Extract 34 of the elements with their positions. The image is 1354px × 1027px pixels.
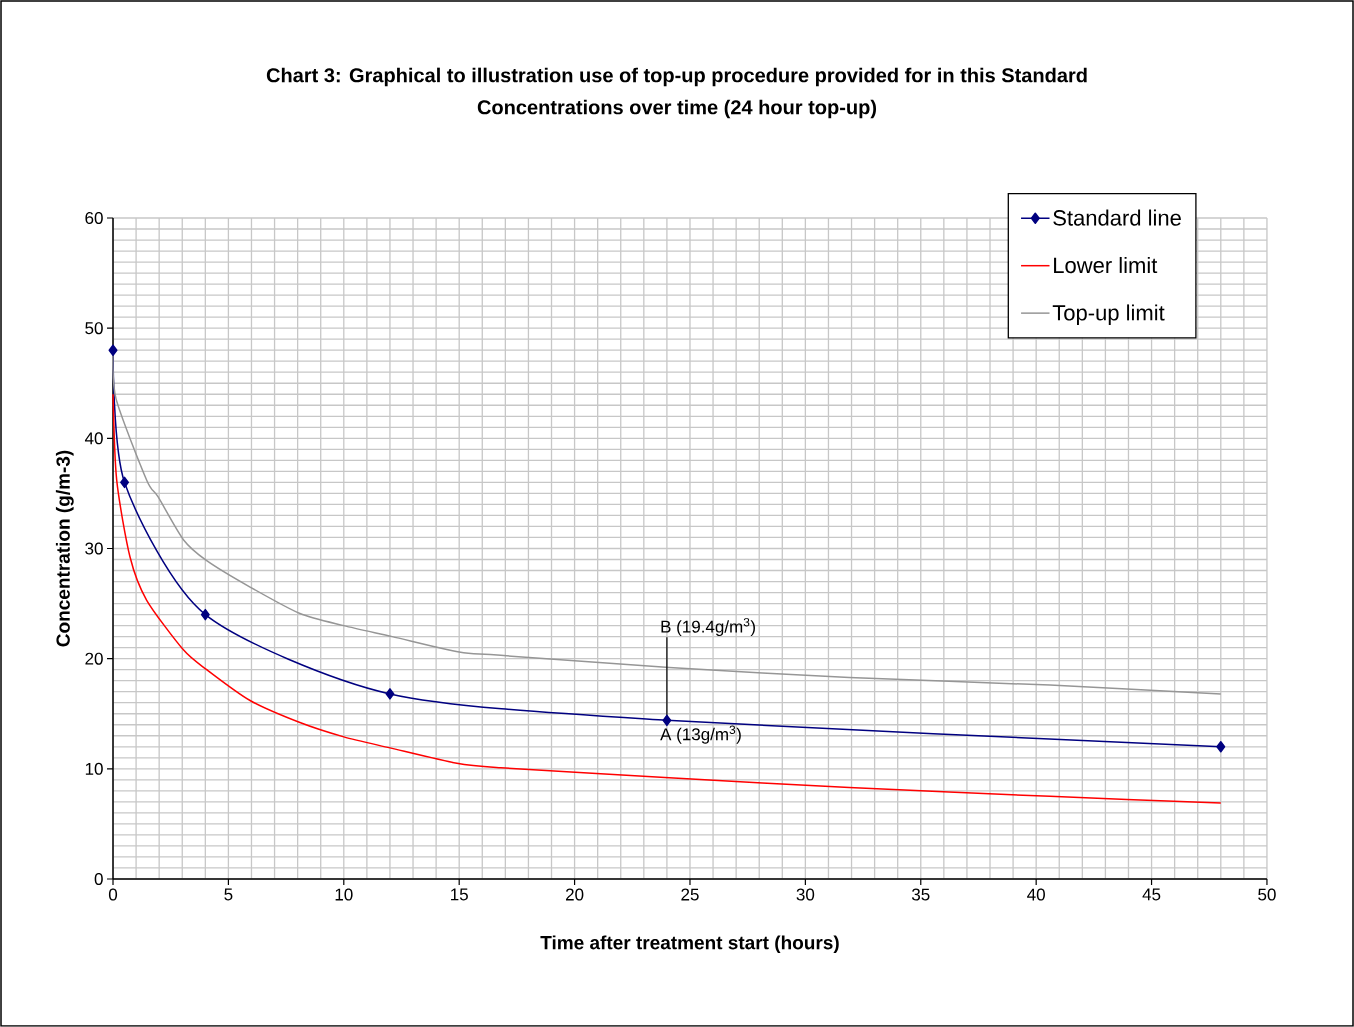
x-tick-label: 40	[1027, 888, 1045, 901]
y-axis-title: Concentration (g/m-3)	[55, 450, 74, 647]
x-tick-label: 20	[565, 888, 584, 901]
point	[1216, 741, 1226, 753]
y-tick-label: 0	[94, 872, 103, 886]
x-tick-label: 10	[335, 888, 353, 901]
x-tick-label: 5	[224, 888, 233, 901]
legend-label: Top-up limit	[1052, 304, 1165, 325]
point	[200, 608, 210, 621]
chart-title: Chart 3: Graphical to illustration use of top-up procedure provided for in this Standard	[266, 67, 1087, 87]
chart-subtitle: Concentrations over time (24 hour top-up)	[477, 99, 877, 119]
point	[120, 476, 130, 489]
x-tick-label: 50	[1258, 888, 1276, 901]
annotation: B (19.4g/m$^{3}$)	[661, 617, 755, 637]
y-tick-label: 20	[85, 652, 103, 665]
point	[108, 344, 118, 356]
y-tick-label: 10	[85, 762, 103, 775]
y-tick-label: 60	[85, 211, 103, 225]
y-tick-label: 50	[85, 322, 103, 335]
annotation: A (13g/m$^{3}$)	[660, 725, 741, 744]
x-tick-label: 25	[681, 888, 699, 901]
y-tick-label: 40	[84, 432, 103, 445]
line-series	[112, 393, 1222, 804]
y-tick-label: 30	[85, 542, 103, 555]
x-tick-label: 45	[1142, 888, 1161, 901]
x-tick-label: 35	[911, 888, 930, 901]
point	[662, 714, 672, 727]
x-tick-label: 0	[108, 888, 118, 901]
x-axis-title: Time after treatment start (hours)	[540, 935, 839, 954]
x-tick-label: 15	[451, 888, 468, 901]
x-tick-label: 30	[796, 888, 815, 901]
legend-label: Standard line	[1053, 209, 1181, 226]
point	[385, 688, 395, 700]
legend-label: Lower limit	[1054, 256, 1158, 274]
